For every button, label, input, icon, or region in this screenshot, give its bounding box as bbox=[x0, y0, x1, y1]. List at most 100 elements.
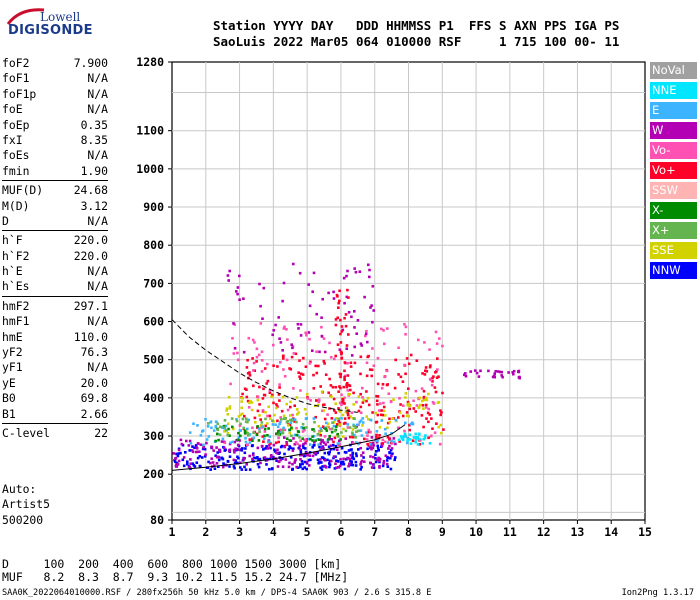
echo-point bbox=[322, 359, 326, 363]
echo-point bbox=[260, 359, 264, 362]
echo-point bbox=[370, 374, 373, 378]
y-tick-label: 900 bbox=[143, 200, 164, 214]
echo-point bbox=[286, 408, 290, 412]
echo-point bbox=[339, 438, 342, 441]
echo-point bbox=[422, 389, 426, 393]
echo-point bbox=[433, 386, 437, 389]
echo-point bbox=[343, 316, 346, 320]
echo-point bbox=[308, 443, 312, 446]
echo-point bbox=[382, 401, 385, 405]
echo-point bbox=[233, 347, 237, 350]
echo-point bbox=[389, 448, 393, 452]
echo-point bbox=[340, 431, 343, 434]
echo-point bbox=[332, 424, 336, 428]
echo-point bbox=[361, 396, 364, 399]
echo-point bbox=[198, 455, 202, 458]
echo-point bbox=[279, 361, 282, 364]
echo-point bbox=[354, 452, 358, 455]
parameter-value: 20.0 bbox=[80, 375, 108, 390]
echo-point bbox=[407, 414, 410, 418]
parameter-value: 69.8 bbox=[80, 391, 108, 406]
echo-point bbox=[311, 435, 314, 438]
echo-point bbox=[238, 439, 241, 442]
echo-point bbox=[278, 433, 282, 436]
echo-point bbox=[434, 390, 438, 394]
echo-point bbox=[500, 374, 503, 377]
echo-point bbox=[291, 449, 295, 452]
echo-point bbox=[422, 397, 426, 400]
parameter-value: 7.900 bbox=[73, 56, 108, 70]
echo-point bbox=[227, 422, 230, 426]
echo-point bbox=[386, 435, 390, 439]
echo-point bbox=[389, 467, 393, 471]
echo-point bbox=[418, 396, 421, 400]
echo-point bbox=[226, 432, 230, 435]
echo-point bbox=[374, 457, 377, 460]
echo-point bbox=[314, 451, 317, 455]
echo-point bbox=[367, 417, 370, 421]
echo-point bbox=[379, 402, 382, 405]
echo-point bbox=[257, 427, 261, 430]
echo-point bbox=[205, 438, 209, 441]
echo-point bbox=[351, 435, 355, 439]
echo-point bbox=[258, 457, 262, 461]
echo-point bbox=[300, 426, 303, 429]
echo-point bbox=[405, 357, 409, 360]
parameter-separator bbox=[2, 180, 108, 182]
echo-point bbox=[377, 459, 381, 462]
echo-point bbox=[493, 372, 496, 375]
echo-point bbox=[308, 464, 311, 467]
echo-point bbox=[316, 451, 319, 455]
echo-point bbox=[307, 283, 310, 286]
echo-point bbox=[317, 400, 321, 404]
echo-point bbox=[212, 464, 216, 467]
echo-point bbox=[376, 356, 380, 360]
echo-point bbox=[412, 399, 415, 403]
echo-point bbox=[346, 361, 349, 365]
echo-point bbox=[232, 458, 236, 462]
echo-point bbox=[359, 342, 363, 345]
echo-point bbox=[517, 369, 521, 373]
echo-point bbox=[321, 446, 325, 450]
echo-point bbox=[370, 436, 374, 439]
echo-point bbox=[344, 324, 348, 328]
echo-point bbox=[365, 390, 368, 393]
echo-point bbox=[223, 449, 227, 452]
echo-point bbox=[421, 372, 424, 375]
echo-point bbox=[360, 454, 363, 457]
echo-point bbox=[393, 386, 397, 390]
echo-point bbox=[191, 462, 195, 465]
echo-point bbox=[376, 403, 379, 406]
echo-point bbox=[282, 354, 285, 358]
echo-point bbox=[215, 420, 218, 424]
echo-point bbox=[339, 458, 342, 461]
echo-point bbox=[207, 422, 210, 425]
echo-point bbox=[243, 432, 247, 435]
echo-point bbox=[299, 439, 302, 442]
echo-point bbox=[268, 435, 272, 438]
echo-point bbox=[281, 457, 284, 460]
parameter-name: D bbox=[2, 213, 9, 228]
echo-point bbox=[286, 338, 289, 341]
station-header: Station YYYY DAY DDD HHMMSS P1 FFS S AXN… bbox=[213, 18, 619, 50]
echo-point bbox=[173, 459, 176, 462]
echo-point bbox=[340, 462, 343, 466]
echo-point bbox=[401, 380, 405, 383]
echo-point bbox=[320, 390, 324, 393]
echo-point bbox=[474, 369, 477, 372]
echo-point bbox=[425, 417, 428, 420]
echo-point bbox=[351, 456, 355, 460]
echo-point bbox=[233, 462, 237, 465]
echo-point bbox=[338, 385, 341, 388]
echo-point bbox=[399, 435, 403, 438]
echo-point bbox=[308, 304, 312, 308]
echo-point bbox=[315, 371, 319, 375]
echo-point bbox=[217, 458, 221, 462]
echo-point bbox=[278, 431, 282, 434]
echo-point bbox=[372, 309, 375, 312]
echo-point bbox=[256, 425, 259, 428]
echo-point bbox=[218, 433, 222, 436]
echo-point bbox=[312, 434, 316, 438]
echo-point bbox=[469, 370, 472, 373]
echo-point bbox=[359, 468, 362, 471]
